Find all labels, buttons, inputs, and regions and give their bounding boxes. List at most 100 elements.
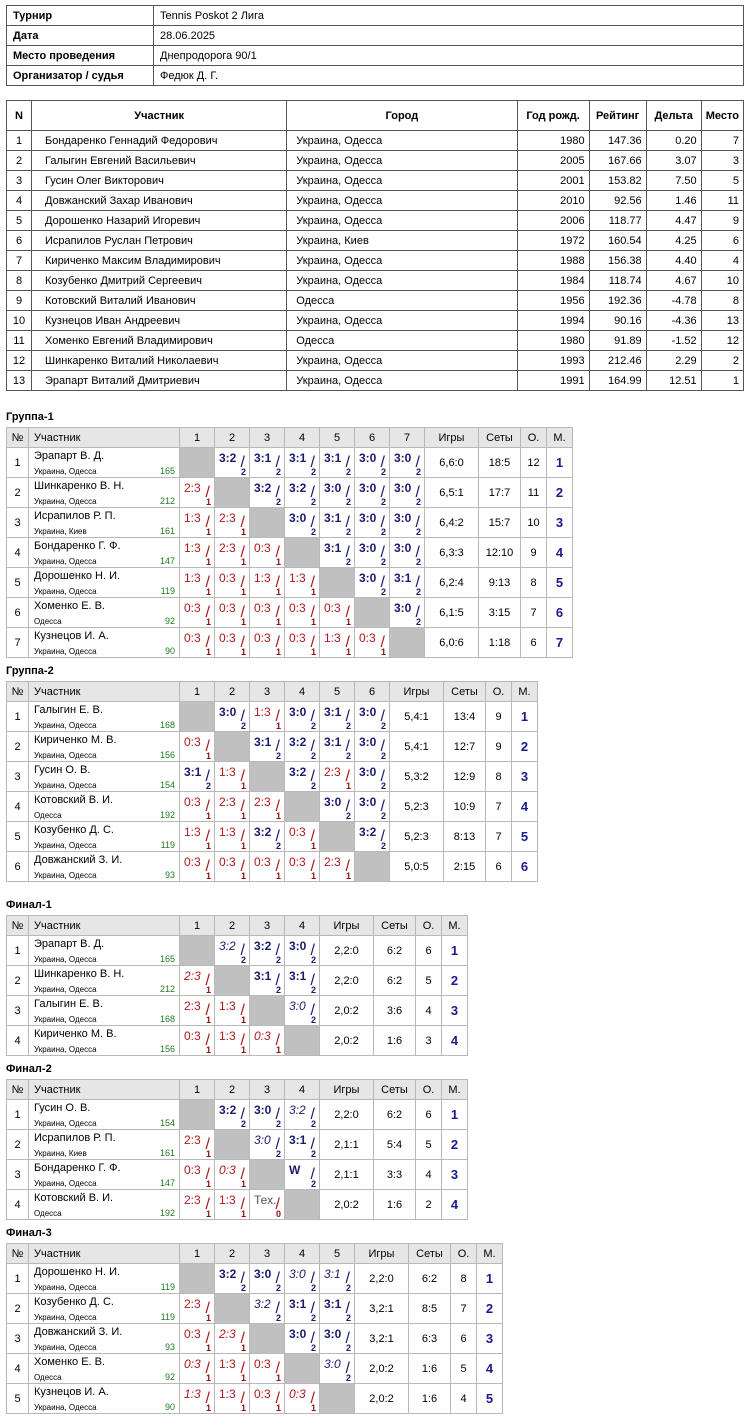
header-opponent-number: 1 (179, 1079, 215, 1100)
score-slash: / (240, 942, 245, 959)
player-rating: 147 (159, 556, 175, 566)
table-row: 4 Котовский В. И. Одесса 192 0:3/1 2:3/1 2:3/1… (6, 791, 538, 822)
match-result: 2:3 /1 (319, 851, 355, 882)
header-opponent-number: 3 (249, 915, 285, 936)
cell-number: 5 (5, 210, 33, 231)
score-slash: / (310, 1390, 315, 1407)
player-rating: 168 (159, 720, 175, 730)
score-slash: / (205, 738, 210, 755)
player-cell: Бондаренко Г. Ф. Украина, Одесса 147 (28, 537, 180, 568)
header-opponent-number: 3 (249, 427, 285, 448)
match-result: 0:3 /1 (214, 627, 250, 658)
match-points: 2 (345, 751, 351, 761)
self-cell (284, 791, 320, 822)
player-city: Украина, Одесса (34, 557, 97, 566)
player-sets: 1:6 (373, 1189, 416, 1220)
player-name: Шинкаренко В. Н. (34, 480, 125, 492)
match-points: 1 (275, 647, 281, 657)
player-sets: 12:9 (443, 761, 486, 792)
match-score: 2:3 (184, 1193, 201, 1207)
header-opponent-number: 4 (284, 427, 320, 448)
cell-name: Гусин Олег Викторович (31, 170, 288, 191)
match-points: 2 (380, 811, 386, 821)
cell-number: 4 (5, 190, 33, 211)
cell-birth-year: 1980 (516, 330, 590, 351)
match-result: 3:0/2 (284, 701, 320, 732)
score-slash: / (345, 484, 350, 501)
player-name: Эрапарт В. Д. (34, 938, 105, 950)
self-cell (214, 731, 250, 762)
match-points: 1 (205, 1015, 211, 1025)
match-score: 2:3 (324, 765, 341, 779)
match-score: 3:0 (359, 541, 377, 555)
score-slash: / (275, 484, 280, 501)
player-games: 6,1:5 (424, 597, 479, 628)
player-games: 2,0:2 (319, 1025, 374, 1056)
score-slash: / (345, 858, 350, 875)
score-slash: / (205, 544, 210, 561)
match-points: 2 (415, 617, 421, 627)
match-score: 3:1 (254, 735, 272, 749)
match-points: 1 (345, 617, 351, 627)
score-slash: / (240, 1390, 245, 1407)
player-name: Эрапарт В. Д. (34, 450, 105, 462)
player-name: Бондаренко Г. Ф. (34, 540, 121, 552)
player-number: 1 (6, 1263, 29, 1294)
participants-header: Дельта (645, 100, 702, 131)
match-score: 2:3 (184, 481, 201, 495)
player-name: Хоменко Е. В. (34, 1356, 106, 1368)
match-score: 3:0 (289, 999, 306, 1013)
match-score: 3:0 (394, 481, 412, 495)
match-result: 1:3 /1 (284, 567, 320, 598)
header-games: Игры (389, 681, 444, 702)
match-points: 1 (310, 871, 316, 881)
player-points: 7 (520, 597, 547, 628)
score-slash: / (275, 604, 280, 621)
player-points: 4 (415, 995, 442, 1026)
score-slash: / (275, 1032, 280, 1049)
match-result: 1:3 /1 (179, 567, 215, 598)
match-result: 0:3 /1 (179, 1353, 215, 1384)
score-slash: / (205, 1136, 210, 1153)
match-score: 3:0 (394, 541, 412, 555)
match-points: 1 (240, 587, 246, 597)
cell-rating: 156.38 (588, 250, 647, 271)
match-score: 3:1 (324, 1267, 341, 1281)
player-points: 5 (450, 1353, 477, 1384)
match-result: 3:0/2 (354, 701, 390, 732)
match-points: 1 (205, 1313, 211, 1323)
match-points: 1 (240, 1403, 246, 1413)
table-row: 4 Котовский В. И. Одесса 192 2:3/1 1:3/1 Тех. /… (6, 1189, 468, 1220)
match-points: 1 (275, 1403, 281, 1413)
cell-place: 4 (700, 250, 745, 271)
cell-city: Украина, Одесса (286, 370, 518, 391)
cell-city: Украина, Одесса (286, 190, 518, 211)
table-row: 2 Шинкаренко В. Н. Украина, Одесса 212 2:3/1… (6, 477, 573, 508)
match-score: 1:3 (219, 765, 236, 779)
score-slash: / (415, 544, 420, 561)
player-rating: 161 (159, 1148, 175, 1158)
player-place: 4 (441, 1025, 468, 1056)
player-name: Козубенко Д. С. (34, 1296, 114, 1308)
group-table: № Участник 1 2 3 4 Игры Сеты О. М. 1 Гусин О. В. Укр… (6, 1079, 468, 1220)
player-points: 3 (415, 1025, 442, 1056)
cell-number: 3 (5, 170, 33, 191)
player-city: Украина, Одесса (34, 955, 97, 964)
score-slash: / (205, 1032, 210, 1049)
player-sets: 3:15 (478, 597, 521, 628)
match-score: 0:3 (184, 601, 201, 615)
info-key: Турнир (6, 5, 154, 26)
player-games: 3,2:1 (354, 1323, 409, 1354)
player-rating: 90 (164, 1402, 175, 1412)
player-sets: 6:2 (373, 935, 416, 966)
player-points: 7 (485, 821, 512, 852)
match-result: 2:3 /1 (179, 477, 215, 508)
score-slash: / (380, 768, 385, 785)
self-cell (179, 447, 215, 478)
match-score: 0:3 (184, 1327, 201, 1341)
player-cell: Котовский В. И. Одесса 192 (28, 791, 180, 822)
tournament-info-table: Турнир Tennis Poskot 2 Лига Дата 28.06.2025… (6, 5, 744, 86)
match-points: 2 (275, 751, 281, 761)
match-points: 1 (240, 1209, 246, 1219)
match-score: 3:0 (324, 795, 342, 809)
